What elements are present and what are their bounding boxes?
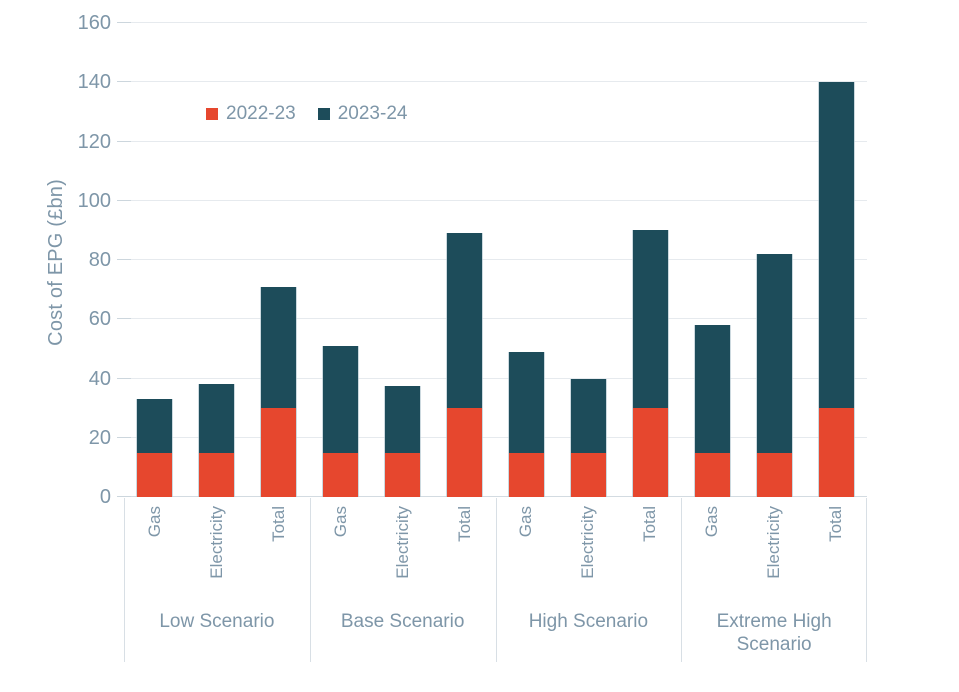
group-divider-1	[310, 498, 311, 662]
category-label-electricity-2: Electricity	[578, 506, 598, 579]
y-tick-label-60: 60	[88, 308, 111, 331]
category-label-total-3: Total	[826, 506, 846, 542]
gridline-0	[124, 496, 867, 497]
legend-label-2023-24: 2023-24	[337, 103, 408, 124]
gridline-60	[124, 318, 867, 320]
bar-base-scenario-gas	[322, 345, 360, 497]
segment-2022-23	[694, 452, 730, 497]
y-tick-label-80: 80	[88, 249, 111, 271]
bar-high-scenario-electricity	[569, 378, 607, 497]
segment-2022-23	[632, 408, 668, 497]
group-label-low-scenario: Low Scenario	[159, 611, 275, 632]
group-divider-0	[124, 498, 125, 662]
y-tick-label-0: 0	[99, 486, 111, 508]
bar-low-scenario-total	[260, 286, 298, 497]
segment-2022-23	[323, 452, 359, 497]
bar-extreme-high-scenario-total	[817, 82, 855, 497]
category-label-electricity-3: Electricity	[764, 506, 784, 579]
category-label-total-2: Total	[640, 506, 660, 542]
legend-swatch-2023-24	[317, 107, 330, 120]
y-tick-40	[117, 377, 131, 379]
bar-extreme-high-scenario-electricity	[755, 254, 793, 497]
segment-2022-23	[199, 452, 235, 497]
segment-2023-24	[694, 325, 730, 453]
group-divider-3	[681, 498, 682, 662]
category-label-gas-1: Gas	[330, 506, 350, 538]
category-label-total-0: Total	[268, 506, 288, 542]
legend: 2022-23 2023-24	[206, 102, 407, 125]
segment-2022-23	[385, 452, 421, 497]
segment-2022-23	[261, 408, 297, 497]
gridline-100	[124, 199, 867, 201]
segment-2023-24	[570, 378, 606, 453]
legend-item-2022-23: 2022-23	[206, 102, 296, 125]
category-label-gas-2: Gas	[516, 506, 536, 538]
group-label-high-scenario: High Scenario	[528, 611, 649, 632]
bar-extreme-high-scenario-gas	[693, 325, 731, 497]
segment-2022-23	[756, 452, 792, 497]
segment-2023-24	[632, 230, 668, 409]
category-label-electricity-0: Electricity	[206, 506, 226, 579]
group-divider-2	[496, 498, 497, 662]
segment-2022-23	[570, 452, 606, 497]
segment-2023-24	[447, 233, 483, 409]
segment-2023-24	[818, 82, 854, 409]
gridline-40	[124, 377, 867, 379]
y-tick-label-120: 120	[77, 130, 111, 153]
segment-2023-24	[261, 286, 297, 409]
legend-label-2022-23: 2022-23	[226, 103, 296, 124]
segment-2023-24	[199, 384, 235, 453]
category-label-gas-3: Gas	[702, 506, 722, 538]
y-tick-20	[117, 436, 131, 438]
y-tick-80	[117, 259, 131, 260]
gridline-120	[124, 140, 867, 142]
legend-swatch-2022-23	[206, 107, 218, 120]
y-tick-140	[117, 81, 131, 83]
segment-2023-24	[508, 351, 544, 453]
segment-2022-23	[818, 408, 854, 497]
gridline-80	[124, 259, 867, 260]
x-axis: Gas Electricity Total Low Scenario Gas Electr…	[124, 497, 867, 667]
group-label-extreme-high-scenario: Extreme High Scenario	[716, 611, 832, 655]
y-tick-120	[117, 140, 131, 142]
segment-2022-23	[508, 452, 544, 497]
y-tick-label-40: 40	[88, 367, 111, 390]
y-tick-160	[117, 22, 131, 23]
group-label-base-scenario: Base Scenario	[340, 611, 465, 632]
segment-2023-24	[756, 254, 792, 453]
segment-2023-24	[137, 399, 173, 453]
plot-area: 0 20 40 60 80 100 120 140 160	[78, 13, 867, 507]
bar-base-scenario-electricity	[384, 385, 422, 497]
y-tick-label-140: 140	[77, 71, 111, 94]
y-tick-60	[117, 318, 131, 320]
segment-2023-24	[385, 385, 421, 453]
y-tick-label-100: 100	[77, 189, 111, 212]
group-divider-4	[866, 498, 867, 662]
bar-high-scenario-gas	[507, 351, 545, 497]
y-tick-0	[117, 496, 131, 497]
gridline-140	[124, 81, 867, 83]
segment-2023-24	[323, 345, 359, 453]
gridline-160	[124, 22, 867, 23]
y-tick-label-160: 160	[77, 12, 111, 34]
category-label-gas-0: Gas	[144, 506, 164, 538]
bar-low-scenario-gas	[136, 399, 174, 497]
legend-item-2023-24: 2023-24	[317, 102, 408, 125]
category-label-electricity-1: Electricity	[392, 506, 412, 579]
y-tick-label-20: 20	[88, 426, 111, 449]
bar-base-scenario-total	[446, 233, 484, 497]
bar-low-scenario-electricity	[198, 384, 236, 497]
gridline-20	[124, 436, 867, 438]
segment-2022-23	[447, 408, 483, 497]
y-tick-100	[117, 199, 131, 201]
bar-high-scenario-total	[631, 230, 669, 497]
segment-2022-23	[137, 452, 173, 497]
category-label-total-1: Total	[454, 506, 474, 542]
